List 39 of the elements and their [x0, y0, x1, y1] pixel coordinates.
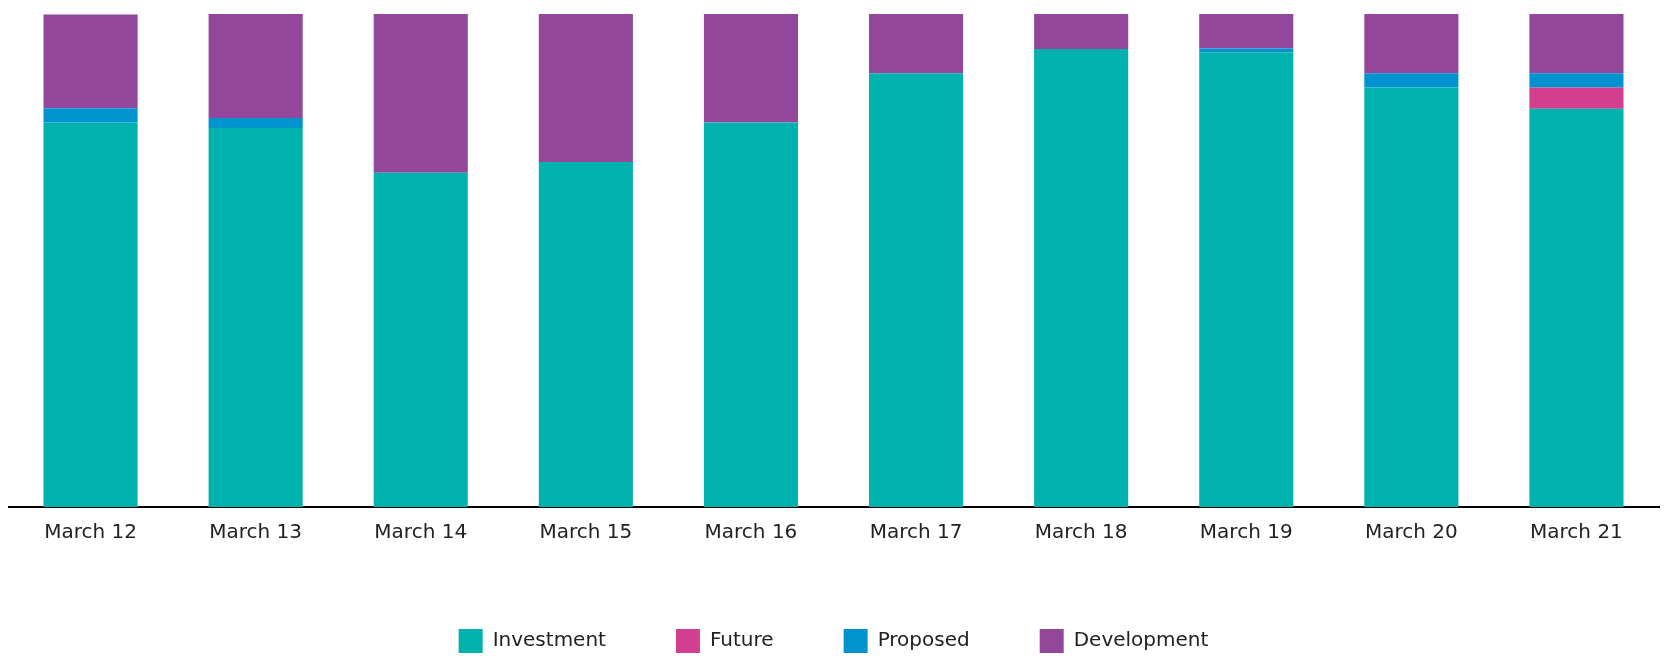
- bar: [1529, 87, 1624, 109]
- x-tick-label: March 12: [44, 519, 137, 544]
- legend-label: Investment: [492, 627, 607, 652]
- bar: [373, 14, 468, 173]
- legend-label: Future: [709, 627, 774, 652]
- bar: [208, 14, 303, 119]
- bar: [703, 122, 798, 507]
- bar: [1529, 73, 1624, 88]
- x-tick-label: March 20: [1364, 519, 1458, 544]
- bar: [1364, 14, 1459, 74]
- bar: [538, 161, 633, 507]
- bar: [1364, 73, 1459, 88]
- legend-label: Development: [1073, 627, 1209, 652]
- x-tick-label: March 14: [374, 519, 468, 544]
- bar: [869, 14, 964, 74]
- legend-label: Proposed: [877, 627, 970, 652]
- bar: [43, 122, 138, 507]
- x-tick-label: March 15: [539, 519, 633, 544]
- x-tick-label: March 21: [1530, 519, 1623, 544]
- bar: [208, 118, 303, 128]
- x-tick-label: March 18: [1034, 519, 1128, 544]
- bar: [43, 108, 138, 123]
- bar: [1034, 49, 1129, 507]
- x-tick-label: March 13: [209, 519, 303, 544]
- bar: [208, 127, 303, 507]
- bar: [1199, 52, 1294, 507]
- bar: [1199, 14, 1294, 49]
- bar: [538, 14, 633, 162]
- x-tick-label: March 19: [1199, 519, 1293, 544]
- bar: [43, 14, 138, 109]
- bar: [1034, 14, 1129, 49]
- bar: [1529, 14, 1624, 74]
- bar: [703, 14, 798, 123]
- bar: [1529, 108, 1624, 507]
- bar: [1364, 87, 1459, 507]
- bar: [869, 73, 964, 507]
- x-tick-label: March 17: [869, 519, 963, 544]
- x-tick-label: March 16: [704, 519, 798, 544]
- bar: [373, 172, 468, 507]
